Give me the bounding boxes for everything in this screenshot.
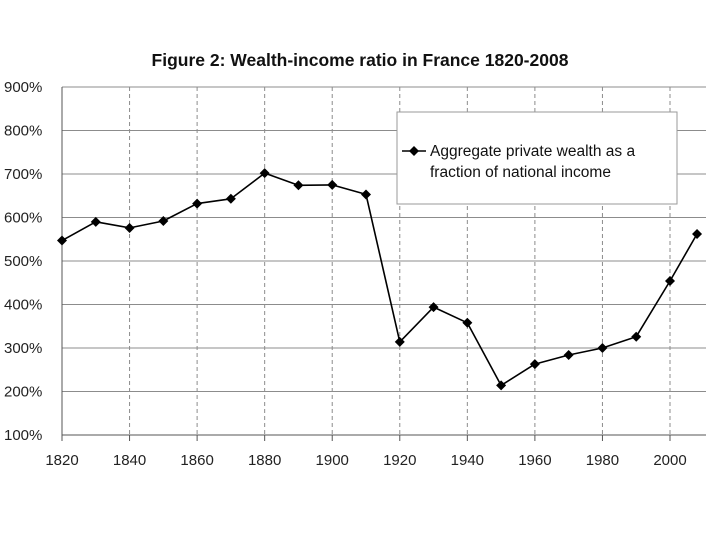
series-line <box>61 172 698 387</box>
data-point <box>293 180 304 191</box>
data-point <box>327 179 338 190</box>
x-tick-label: 1840 <box>113 452 146 469</box>
y-tick-label: 900% <box>4 79 42 96</box>
axes: 100% 200% 300% 400% 500% 600% 700% 800% 900% 1820… <box>4 79 706 469</box>
legend-marker-icon <box>409 146 419 156</box>
data-point <box>462 317 473 328</box>
data-point <box>57 235 67 246</box>
y-tick-label: 600% <box>4 210 42 227</box>
y-tick-label: 800% <box>4 123 42 140</box>
data-point <box>631 331 642 342</box>
data-point <box>394 336 405 347</box>
legend: Aggregate private wealth as a fraction o… <box>396 111 678 205</box>
data-point <box>192 198 203 209</box>
x-tick-label: 1920 <box>383 452 416 469</box>
x-tick-label: 1820 <box>45 452 78 469</box>
data-point <box>496 380 507 391</box>
x-tick-label: 1960 <box>518 452 551 469</box>
data-point <box>124 222 135 233</box>
data-point <box>529 359 540 370</box>
x-tick-label: 1940 <box>451 452 484 469</box>
legend-label-line-2: fraction of national income <box>430 164 611 181</box>
data-point <box>665 276 675 287</box>
data-point <box>428 302 439 313</box>
legend-box <box>396 111 678 205</box>
legend-label-line-1: Aggregate private wealth as a <box>430 143 635 160</box>
y-tick-label: 300% <box>4 340 42 357</box>
data-point <box>597 343 608 353</box>
y-tick-label: 200% <box>4 384 42 401</box>
y-tick-label: 500% <box>4 253 42 270</box>
data-point <box>225 193 236 204</box>
data-point <box>692 229 703 240</box>
data-point <box>361 189 371 200</box>
series-layer <box>57 168 703 391</box>
y-tick-label: 700% <box>4 166 42 183</box>
data-point <box>158 215 169 226</box>
chart-title: Figure 2: Wealth-income ratio in France … <box>151 50 569 70</box>
x-tick-label: 1980 <box>586 452 619 469</box>
x-tick-label: 1880 <box>248 452 281 469</box>
x-tick-label: 1900 <box>316 452 349 469</box>
data-point <box>259 168 270 179</box>
x-tick-label: 2000 <box>653 452 686 469</box>
y-tick-label: 400% <box>4 297 42 314</box>
x-tick-label: 1860 <box>180 452 213 469</box>
data-point <box>90 216 101 227</box>
y-tick-label: 100% <box>4 427 42 444</box>
data-point <box>563 349 574 360</box>
